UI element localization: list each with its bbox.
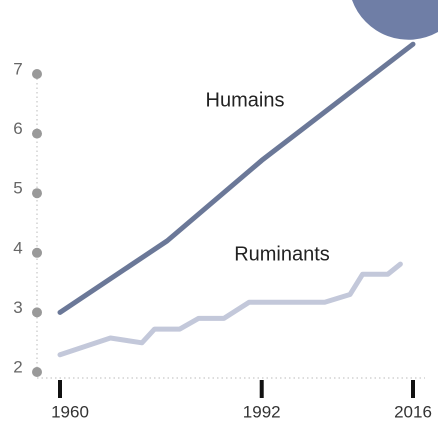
y-tick-dot: [32, 69, 42, 79]
y-tick-label: 2: [13, 357, 22, 376]
x-tick-label: 1992: [243, 402, 281, 421]
y-tick-dot: [32, 247, 42, 258]
annotation: Humains: [206, 89, 285, 111]
line: [57, 41, 416, 315]
line: [57, 261, 403, 358]
y-tick-dot: [32, 188, 42, 199]
annotation: Ruminants: [234, 243, 330, 265]
y-tick-dot: [32, 128, 42, 139]
x-tick: [58, 380, 62, 398]
y-tick-label: 4: [13, 238, 22, 257]
y-tick-label: 6: [13, 119, 22, 138]
x-tick: [259, 380, 264, 398]
x-tick-label: 2016: [394, 402, 432, 421]
decoration: [352, 0, 438, 40]
y-tick-label: 7: [13, 59, 22, 78]
y-tick-label: 5: [13, 179, 22, 198]
x-tick: [411, 380, 415, 398]
y-tick-dot: [32, 307, 42, 318]
y-tick-label: 3: [13, 298, 22, 317]
x-tick-label: 1960: [51, 402, 89, 421]
y-tick-dot: [32, 367, 42, 377]
